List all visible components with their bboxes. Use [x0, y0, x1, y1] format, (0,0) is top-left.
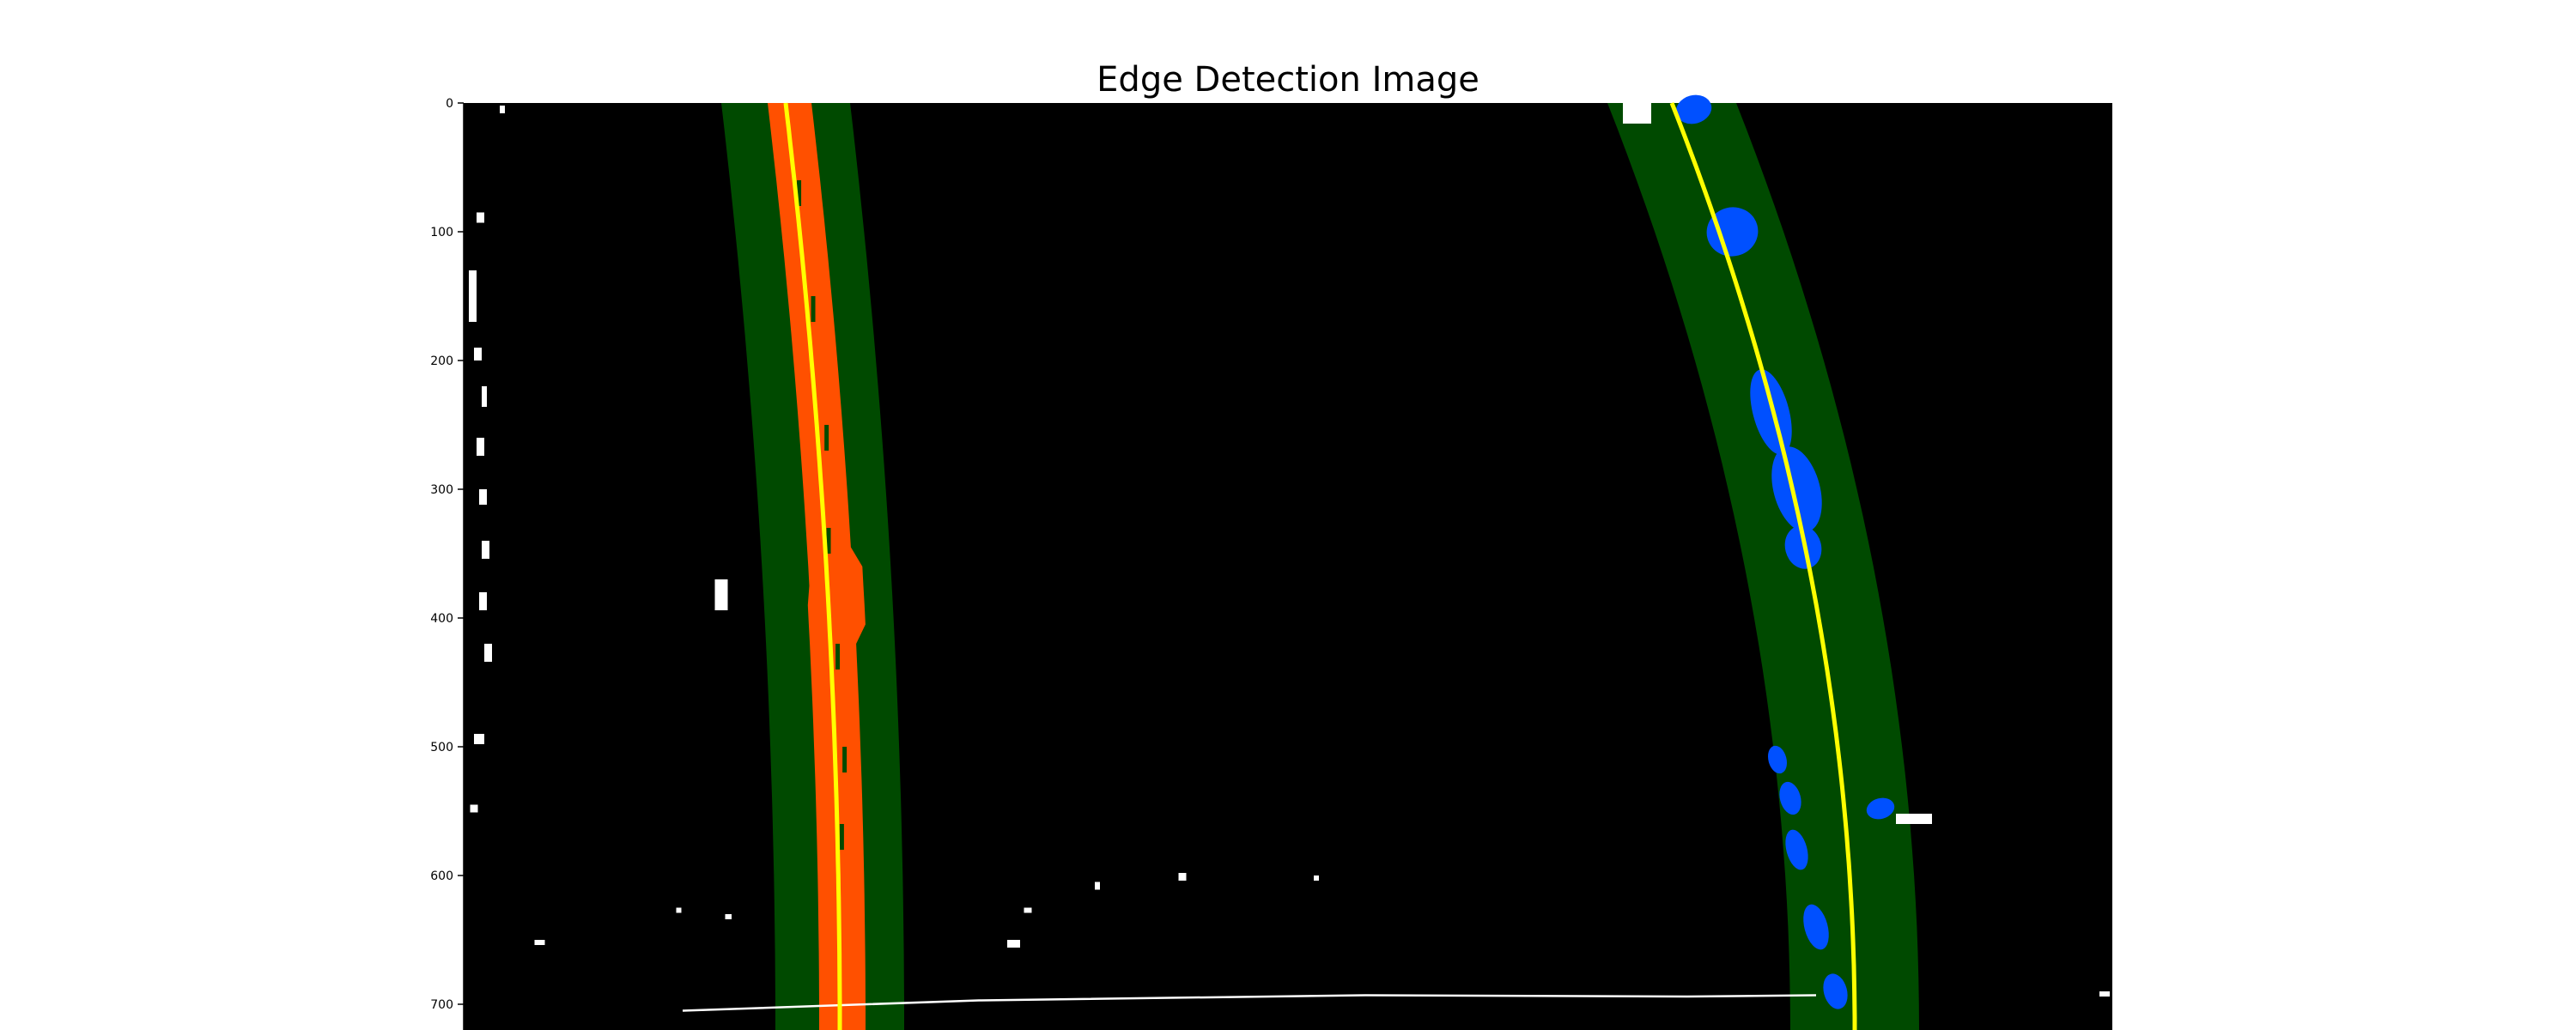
y-tick-label: 100: [430, 226, 453, 239]
edge-speck: [534, 940, 545, 945]
lane-gap: [839, 824, 844, 850]
y-tick-label: 200: [430, 354, 453, 368]
edge-speck: [479, 489, 487, 505]
y-tick-label: 400: [430, 612, 453, 626]
edge-speck: [482, 541, 489, 559]
edge-speck: [474, 348, 482, 360]
figure-title: Edge Detection Image: [1097, 60, 1479, 100]
edge-speck: [484, 644, 492, 662]
edge-speck: [1314, 876, 1319, 881]
y-tick-label: 0: [446, 97, 453, 111]
lane-gap: [835, 644, 841, 670]
lane-gap: [824, 425, 829, 451]
edge-speck: [477, 212, 484, 223]
right-lane-blob: [1750, 369, 1792, 455]
edge-speck: [1024, 907, 1032, 913]
lane-gap: [826, 528, 831, 554]
lane-pixels: [768, 94, 1895, 1030]
edge-speck: [477, 438, 484, 456]
right-lane-blob: [1771, 446, 1822, 532]
edge-speck: [714, 579, 728, 610]
edge-speck: [474, 734, 484, 744]
right-lane-blob: [1767, 745, 1788, 774]
right-fit-line: [1669, 102, 1857, 1030]
y-axis: 0 100 200 300 400 500 600 700: [430, 97, 465, 1030]
edge-speck: [482, 386, 487, 407]
y-tick-label: 700: [430, 998, 453, 1012]
edge-speck: [469, 270, 477, 322]
edge-speck: [725, 914, 732, 919]
edge-speck: [1007, 940, 1020, 948]
edge-speck: [2099, 991, 2110, 997]
y-tick-label: 500: [430, 741, 453, 754]
edge-speck: [1623, 103, 1651, 124]
lane-gap: [811, 296, 816, 322]
right-lane-blob: [1785, 829, 1808, 870]
lane-gap: [842, 747, 848, 772]
right-lane-blob: [1675, 94, 1712, 124]
right-lane-blob: [1823, 973, 1848, 1009]
edge-speck: [1095, 882, 1100, 890]
edge-pixels: [469, 103, 2110, 1012]
lane-gap: [797, 180, 802, 206]
polynomial-fit-lines: [783, 102, 1857, 1030]
right-lane-blob: [1779, 781, 1801, 815]
right-lane-blob: [1803, 904, 1829, 950]
left-lane-pixels: [768, 103, 866, 1030]
right-lane-blob: [1866, 797, 1895, 820]
edge-speck: [500, 106, 505, 113]
edge-speck: [470, 804, 478, 813]
right-lane-blob: [1706, 207, 1759, 257]
y-tick-label: 600: [430, 869, 453, 883]
edge-speck: [1178, 873, 1187, 881]
edge-speck: [1896, 814, 1932, 824]
y-tick-label: 300: [430, 483, 453, 497]
left-fit-line: [783, 102, 842, 1030]
edge-speck: [676, 907, 682, 913]
edge-speck: [479, 592, 487, 610]
road-edge-line: [682, 994, 1817, 1012]
